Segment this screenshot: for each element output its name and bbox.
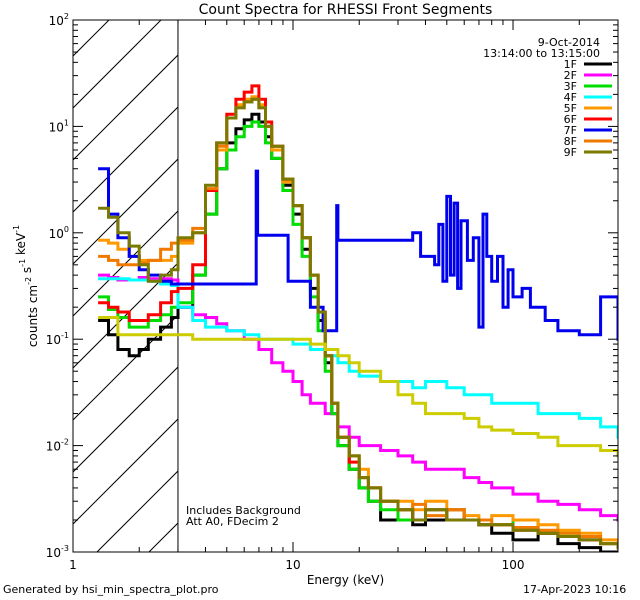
plot-frame <box>72 19 619 553</box>
hatched-region <box>0 0 178 552</box>
series-4F-background <box>98 316 618 458</box>
y-tick-label: 101 <box>49 118 69 134</box>
footer-timestamp: 17-Apr-2023 10:16 <box>523 583 627 596</box>
legend-label-7F: 7F <box>564 124 577 137</box>
hatch-line <box>73 418 178 525</box>
legend-label-4F: 4F <box>564 91 577 104</box>
hatch-line <box>73 210 178 317</box>
y-axis-label: counts cm-2 s-1 keV-1 <box>12 225 40 347</box>
y-tick-label: 10-2 <box>46 438 69 454</box>
time-range-label: 13:14:00 to 13:15:00 <box>483 47 600 60</box>
chart-title: Count Spectra for RHESSI Front Segments <box>199 2 493 18</box>
legend-label-8F: 8F <box>564 135 577 148</box>
hatch-line <box>73 54 178 161</box>
legend-label-1F: 1F <box>564 58 577 71</box>
x-tick-label: 100 <box>502 558 525 572</box>
series-7F <box>98 167 618 341</box>
series-4F <box>98 277 618 439</box>
y-tick-label: 100 <box>49 225 69 241</box>
series-8F <box>98 97 618 550</box>
annotation-1: Includes Background <box>186 504 301 517</box>
x-tick-label: 10 <box>285 558 300 572</box>
hatch-line <box>73 366 178 473</box>
series-9F <box>98 97 618 550</box>
footer-generated-by: Generated by hsi_min_spectra_plot.pro <box>3 583 219 596</box>
hatch-line <box>73 20 162 109</box>
y-tick-label: 102 <box>49 12 69 28</box>
hatch-line <box>73 262 178 369</box>
series-group <box>98 84 618 552</box>
hatch-line <box>0 0 85 552</box>
x-axis-label: Energy (keV) <box>307 573 384 587</box>
legend-label-9F: 9F <box>564 146 577 159</box>
x-tick-label: 1 <box>69 558 77 572</box>
y-tick-label: 10-3 <box>46 544 69 560</box>
legend-label-6F: 6F <box>564 113 577 126</box>
y-tick-label: 10-1 <box>46 331 69 347</box>
legend-label-5F: 5F <box>564 102 577 115</box>
annotation-2: Att A0, FDecim 2 <box>186 515 279 528</box>
legend-label-3F: 3F <box>564 80 577 93</box>
legend-label-2F: 2F <box>564 69 577 82</box>
series-1F <box>98 112 618 552</box>
date-label: 9-Oct-2014 <box>538 36 600 49</box>
